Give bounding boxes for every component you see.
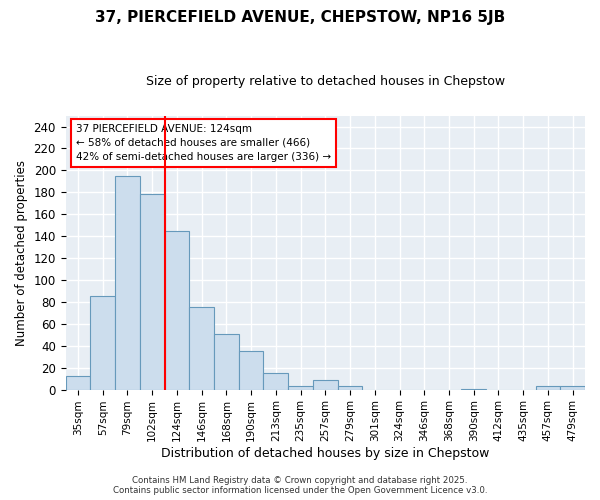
- Text: 37 PIERCEFIELD AVENUE: 124sqm
← 58% of detached houses are smaller (466)
42% of : 37 PIERCEFIELD AVENUE: 124sqm ← 58% of d…: [76, 124, 331, 162]
- Bar: [91, 296, 115, 390]
- Bar: [190, 308, 214, 390]
- Bar: [313, 380, 338, 390]
- X-axis label: Distribution of detached houses by size in Chepstow: Distribution of detached houses by size …: [161, 447, 490, 460]
- Text: 37, PIERCEFIELD AVENUE, CHEPSTOW, NP16 5JB: 37, PIERCEFIELD AVENUE, CHEPSTOW, NP16 5…: [95, 10, 505, 25]
- Bar: [461, 388, 486, 390]
- Bar: [239, 351, 263, 390]
- Bar: [560, 386, 585, 390]
- Title: Size of property relative to detached houses in Chepstow: Size of property relative to detached ho…: [146, 75, 505, 88]
- Bar: [263, 373, 288, 390]
- Bar: [115, 176, 140, 390]
- Text: Contains HM Land Registry data © Crown copyright and database right 2025.
Contai: Contains HM Land Registry data © Crown c…: [113, 476, 487, 495]
- Bar: [214, 334, 239, 390]
- Bar: [164, 230, 190, 390]
- Bar: [338, 386, 362, 390]
- Bar: [140, 194, 164, 390]
- Bar: [536, 386, 560, 390]
- Bar: [65, 376, 91, 390]
- Y-axis label: Number of detached properties: Number of detached properties: [15, 160, 28, 346]
- Bar: [288, 386, 313, 390]
